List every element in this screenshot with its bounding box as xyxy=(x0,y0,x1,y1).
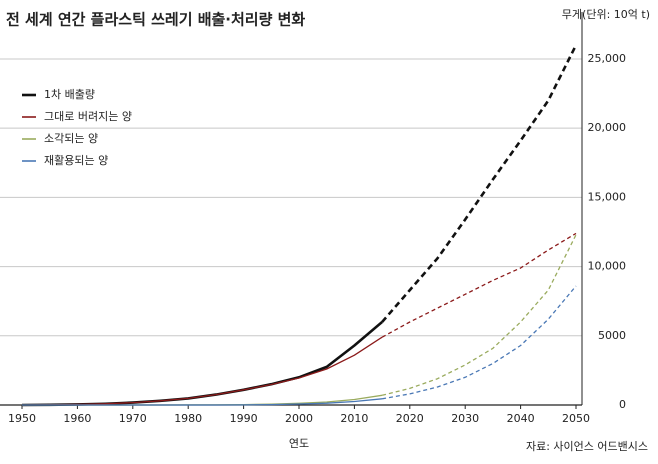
x-tick-label: 2040 xyxy=(507,412,535,425)
x-tick-label: 1980 xyxy=(174,412,202,425)
legend-label: 1차 배출량 xyxy=(44,88,95,101)
legend-label: 재활용되는 양 xyxy=(44,153,108,167)
x-tick-label: 1990 xyxy=(230,412,258,425)
y-tick-label: 25,000 xyxy=(588,52,627,65)
projection-line xyxy=(381,232,577,338)
series-line xyxy=(21,336,383,406)
y-tick-label: 20,000 xyxy=(588,121,627,134)
y-tick-label: 5000 xyxy=(598,329,626,342)
x-tick-label: 1950 xyxy=(8,412,36,425)
x-tick-label: 2050 xyxy=(562,412,590,425)
chart-title: 전 세계 연간 플라스틱 쓰레기 배출·처리량 변화 xyxy=(6,11,305,29)
y-tick-label: 10,000 xyxy=(588,260,627,273)
projection-line xyxy=(381,234,577,396)
y-tick-label: 15,000 xyxy=(588,190,627,203)
unit-label: 무게(단위: 10억 t) xyxy=(562,8,650,21)
x-tick-label: 1970 xyxy=(119,412,147,425)
series-line xyxy=(22,398,383,406)
projection-line xyxy=(381,285,577,400)
x-axis-label: 연도 xyxy=(289,437,309,450)
x-tick-label: 2000 xyxy=(285,412,313,425)
source: 자료: 사이언스 어드밴시스 xyxy=(526,440,648,453)
series-line xyxy=(21,321,383,407)
y-tick-label: 0 xyxy=(619,398,626,411)
x-tick-label: 2020 xyxy=(396,412,424,425)
legend-label: 그대로 버려지는 양 xyxy=(44,110,132,123)
x-tick-label: 2010 xyxy=(340,412,368,425)
x-tick-label: 1960 xyxy=(63,412,91,425)
x-tick-label: 2030 xyxy=(451,412,479,425)
legend-label: 소각되는 양 xyxy=(44,132,98,145)
projection-line xyxy=(381,44,578,323)
